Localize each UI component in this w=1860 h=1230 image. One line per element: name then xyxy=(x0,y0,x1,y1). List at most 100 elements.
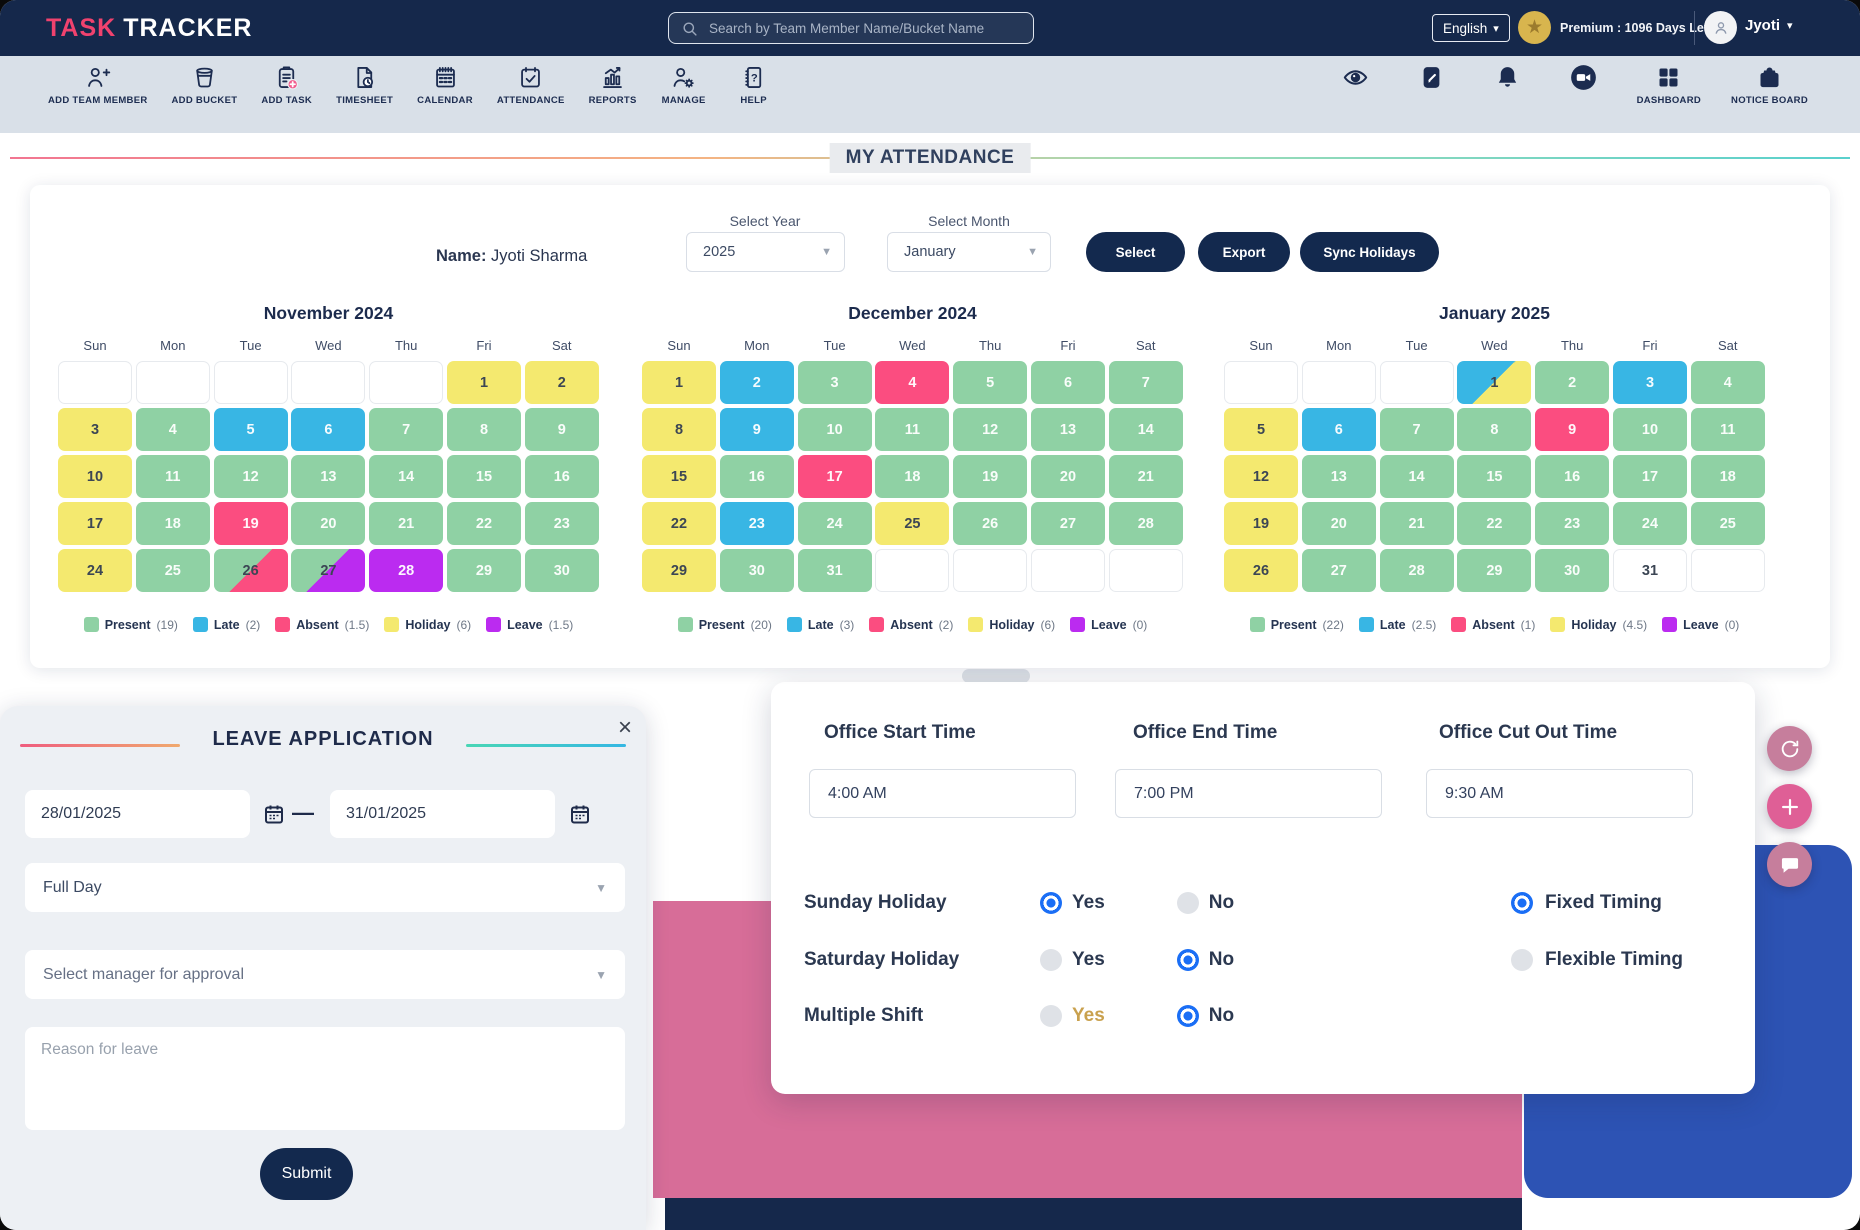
day-cell[interactable]: 13 xyxy=(1030,408,1105,451)
radio-fixed-timing[interactable] xyxy=(1511,892,1533,914)
day-cell[interactable]: 22 xyxy=(642,502,716,545)
day-cell[interactable]: 29 xyxy=(1457,549,1532,592)
day-type-select[interactable]: Full Day ▼ xyxy=(25,863,625,912)
language-selector[interactable]: English ▾ xyxy=(1432,14,1510,42)
day-cell[interactable]: 7 xyxy=(1379,408,1454,451)
day-cell[interactable]: 5 xyxy=(1224,408,1298,451)
day-cell[interactable]: 21 xyxy=(1108,455,1183,498)
toolbar-item-reports[interactable]: REPORTS xyxy=(589,64,637,106)
day-cell[interactable]: 6 xyxy=(291,408,366,451)
day-cell[interactable]: 31 xyxy=(797,549,872,592)
day-cell[interactable]: 2 xyxy=(524,361,599,404)
toolbar-item-help[interactable]: ? HELP xyxy=(731,64,777,106)
day-cell[interactable]: 1 xyxy=(446,361,521,404)
day-cell[interactable]: 24 xyxy=(797,502,872,545)
day-cell[interactable]: 14 xyxy=(1379,455,1454,498)
toolbar-item-add-team-member[interactable]: ADD TEAM MEMBER xyxy=(48,64,148,106)
day-cell[interactable]: 23 xyxy=(524,502,599,545)
day-cell[interactable]: 1 xyxy=(1457,361,1532,404)
day-cell[interactable]: 14 xyxy=(1108,408,1183,451)
day-cell[interactable]: 15 xyxy=(446,455,521,498)
leave-date-from-input[interactable] xyxy=(25,790,250,838)
day-cell[interactable]: 26 xyxy=(953,502,1028,545)
select-button[interactable]: Select xyxy=(1086,232,1185,272)
leave-date-to-input[interactable] xyxy=(330,790,555,838)
day-cell[interactable]: 13 xyxy=(291,455,366,498)
day-cell[interactable]: 19 xyxy=(953,455,1028,498)
day-cell[interactable]: 25 xyxy=(875,502,950,545)
day-cell[interactable]: 14 xyxy=(369,455,444,498)
sync-holidays-button[interactable]: Sync Holidays xyxy=(1300,232,1439,272)
day-cell[interactable]: 19 xyxy=(1224,502,1298,545)
day-cell[interactable]: 18 xyxy=(135,502,210,545)
day-cell[interactable]: 19 xyxy=(213,502,288,545)
day-cell[interactable]: 31 xyxy=(1612,549,1687,592)
calendar-picker-icon[interactable] xyxy=(262,802,286,826)
day-cell[interactable]: 22 xyxy=(1457,502,1532,545)
manager-select[interactable]: Select manager for approval ▼ xyxy=(25,950,625,999)
toolbar-item-timesheet[interactable]: TIMESHEET xyxy=(336,64,393,106)
day-cell[interactable]: 20 xyxy=(291,502,366,545)
close-icon[interactable]: × xyxy=(617,714,632,741)
radio-yes-sunday-holiday[interactable] xyxy=(1040,892,1062,914)
search-input[interactable] xyxy=(707,19,1021,37)
day-cell[interactable]: 28 xyxy=(1108,502,1183,545)
day-cell[interactable]: 23 xyxy=(1535,502,1610,545)
day-cell[interactable]: 1 xyxy=(642,361,716,404)
toolbar-edit-button[interactable] xyxy=(1409,64,1455,91)
day-cell[interactable]: 16 xyxy=(524,455,599,498)
plus-fab-button[interactable] xyxy=(1767,784,1812,829)
day-cell[interactable]: 15 xyxy=(1457,455,1532,498)
toolbar-bell-button[interactable] xyxy=(1485,64,1531,91)
day-cell[interactable]: 11 xyxy=(135,455,210,498)
day-cell[interactable]: 5 xyxy=(953,361,1028,404)
calendar-picker-icon[interactable] xyxy=(568,802,592,826)
day-cell[interactable]: 24 xyxy=(1612,502,1687,545)
day-cell[interactable]: 6 xyxy=(1030,361,1105,404)
day-cell[interactable]: 8 xyxy=(642,408,716,451)
toolbar-item-add-task[interactable]: ADD TASK xyxy=(261,64,312,106)
day-cell[interactable]: 20 xyxy=(1301,502,1376,545)
day-cell[interactable]: 29 xyxy=(446,549,521,592)
day-cell[interactable]: 7 xyxy=(369,408,444,451)
day-cell[interactable]: 4 xyxy=(135,408,210,451)
toolbar-item-manage[interactable]: MANAGE xyxy=(661,64,707,106)
day-cell[interactable]: 30 xyxy=(1535,549,1610,592)
day-cell[interactable]: 3 xyxy=(58,408,132,451)
day-cell[interactable]: 21 xyxy=(1379,502,1454,545)
day-cell[interactable]: 10 xyxy=(58,455,132,498)
day-cell[interactable]: 15 xyxy=(642,455,716,498)
day-cell[interactable]: 20 xyxy=(1030,455,1105,498)
day-cell[interactable]: 26 xyxy=(213,549,288,592)
day-cell[interactable]: 30 xyxy=(719,549,794,592)
day-cell[interactable]: 11 xyxy=(875,408,950,451)
day-cell[interactable]: 29 xyxy=(642,549,716,592)
day-cell[interactable]: 28 xyxy=(1379,549,1454,592)
day-cell[interactable]: 12 xyxy=(213,455,288,498)
day-cell[interactable]: 6 xyxy=(1301,408,1376,451)
toolbar-item-add-bucket[interactable]: ADD BUCKET xyxy=(172,64,238,106)
day-cell[interactable]: 22 xyxy=(446,502,521,545)
day-cell[interactable]: 23 xyxy=(719,502,794,545)
day-cell[interactable]: 4 xyxy=(1690,361,1765,404)
day-cell[interactable]: 5 xyxy=(213,408,288,451)
day-cell[interactable]: 17 xyxy=(1612,455,1687,498)
export-button[interactable]: Export xyxy=(1198,232,1290,272)
day-cell[interactable]: 16 xyxy=(1535,455,1610,498)
day-cell[interactable]: 18 xyxy=(875,455,950,498)
day-cell[interactable]: 17 xyxy=(58,502,132,545)
day-cell[interactable]: 30 xyxy=(524,549,599,592)
day-cell[interactable]: 3 xyxy=(1612,361,1687,404)
sync-user-fab-button[interactable] xyxy=(1767,726,1812,771)
chat-fab-button[interactable] xyxy=(1767,842,1812,887)
day-cell[interactable]: 8 xyxy=(446,408,521,451)
day-cell[interactable]: 2 xyxy=(719,361,794,404)
user-avatar[interactable] xyxy=(1704,11,1737,44)
day-cell[interactable]: 11 xyxy=(1690,408,1765,451)
toolbar-item-attendance[interactable]: ATTENDANCE xyxy=(497,64,565,106)
day-cell[interactable]: 21 xyxy=(369,502,444,545)
year-select[interactable]: 2025 ▼ xyxy=(686,232,845,272)
day-cell[interactable]: 9 xyxy=(524,408,599,451)
day-cell[interactable]: 25 xyxy=(135,549,210,592)
day-cell[interactable]: 2 xyxy=(1535,361,1610,404)
